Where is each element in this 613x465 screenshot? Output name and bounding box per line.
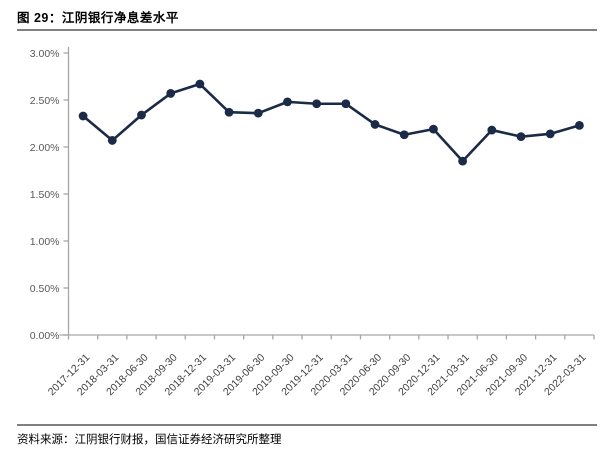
y-tick-label: 2.00%	[30, 142, 60, 154]
data-point	[487, 125, 497, 135]
source-note: 资料来源：江阴银行财报，国信证券经济研究所整理	[17, 434, 282, 446]
data-point	[137, 110, 146, 120]
data-point	[312, 99, 322, 109]
series-line	[81, 82, 581, 163]
data-point	[224, 107, 234, 117]
data-point	[545, 129, 555, 139]
y-axis-labels: 0.00% 0.50% 1.00% 1.50% 2.00% 2.50% 3.00%	[30, 48, 60, 342]
y-tick-label: 1.50%	[30, 189, 60, 201]
y-tick-label: 0.00%	[30, 330, 60, 342]
y-tick-label: 0.50%	[30, 283, 60, 295]
data-point	[458, 156, 468, 166]
data-point	[78, 111, 88, 121]
header-separator	[17, 29, 597, 31]
axes	[59, 47, 595, 340]
data-point	[516, 132, 526, 142]
data-point	[283, 97, 292, 107]
footer-separator	[17, 424, 597, 426]
data-point	[107, 136, 117, 145]
figure-title: 图 29：江阴银行净息差水平	[17, 11, 179, 25]
x-axis-labels: 2017-12-312018-03-312018-06-302018-09-30…	[46, 352, 589, 399]
y-tick-label: 3.00%	[30, 48, 60, 60]
y-tick-label: 1.00%	[30, 236, 60, 248]
y-tick-label: 2.50%	[30, 95, 60, 107]
data-point	[253, 108, 263, 118]
data-point	[429, 124, 438, 134]
data-point	[370, 120, 380, 129]
data-point	[341, 99, 351, 109]
nim-series	[78, 79, 584, 166]
data-point	[166, 89, 176, 98]
data-point	[399, 130, 409, 140]
data-point	[195, 79, 205, 89]
data-point	[575, 120, 584, 130]
